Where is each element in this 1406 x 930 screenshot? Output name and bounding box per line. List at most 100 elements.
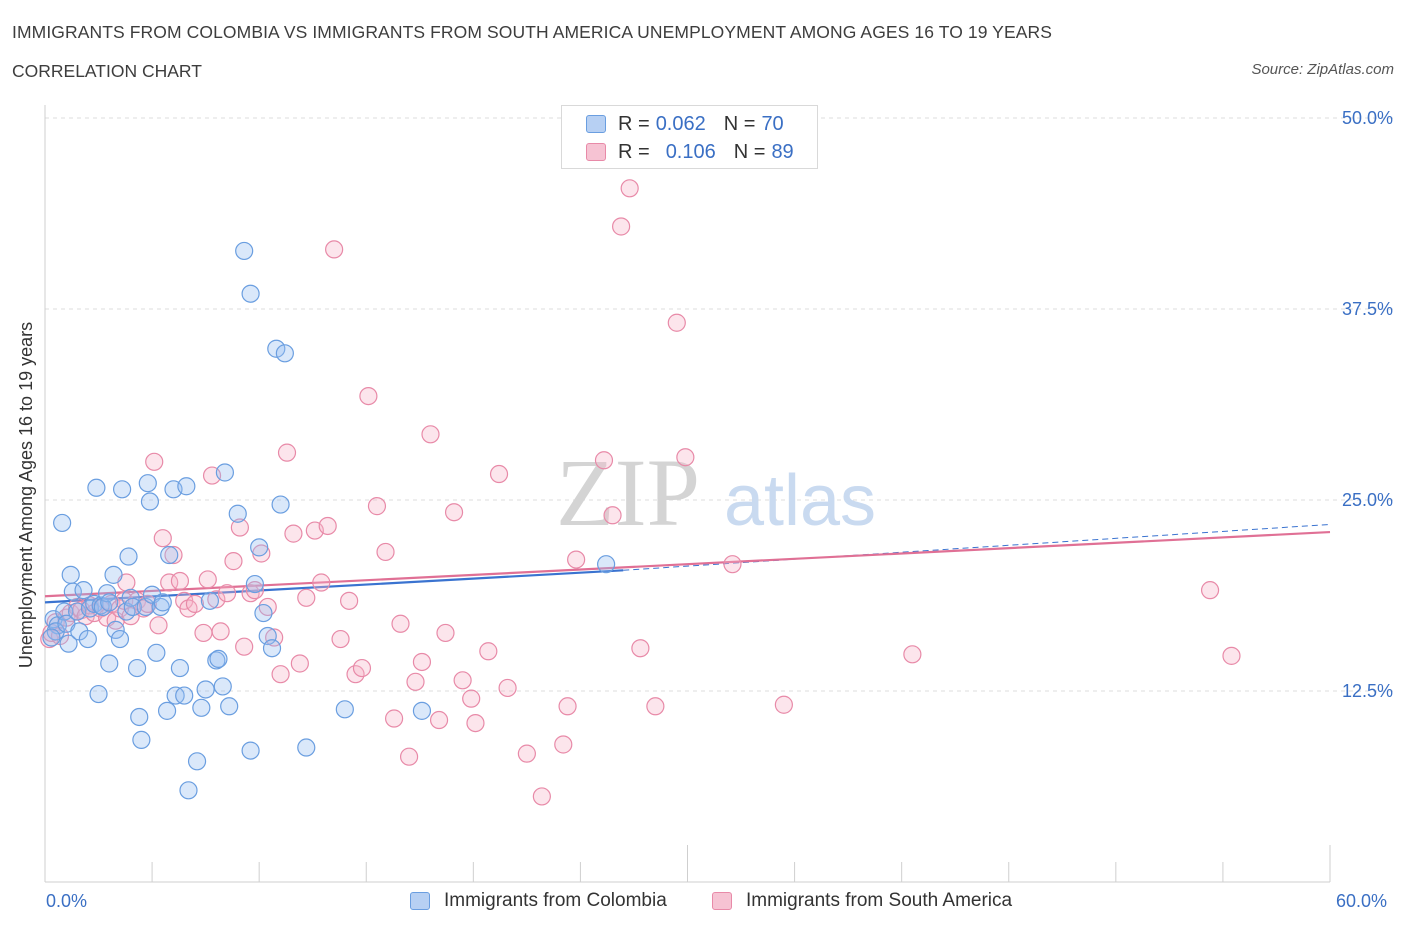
point-colombia	[119, 547, 138, 566]
point-colombia	[100, 593, 119, 612]
point-colombia	[104, 565, 123, 584]
point-colombia	[157, 701, 177, 720]
point-colombia	[112, 480, 132, 499]
point-colombia	[215, 463, 234, 482]
point-south-america	[376, 542, 395, 562]
trend-line-colombia-extension	[623, 523, 1331, 571]
point-south-america	[399, 747, 419, 766]
trend-lines	[44, 523, 1331, 604]
point-south-america	[532, 787, 551, 806]
point-colombia	[160, 545, 179, 565]
point-colombia	[53, 513, 72, 533]
point-south-america	[517, 744, 536, 763]
point-south-america	[318, 516, 337, 536]
point-colombia	[59, 634, 78, 653]
point-south-america	[421, 425, 440, 444]
point-south-america	[603, 506, 622, 525]
bottom-legend-south-america: Immigrants from South America	[712, 890, 1012, 912]
point-colombia	[241, 741, 260, 760]
bottom-legend-swatch-colombia	[410, 892, 430, 910]
legend-swatch-south-america	[586, 143, 606, 161]
point-colombia	[335, 700, 354, 719]
y-tick-label: 12.5%	[1342, 681, 1393, 701]
point-south-america	[667, 313, 686, 332]
point-south-america	[297, 588, 316, 607]
x-tick-label-max: 60.0%	[1336, 891, 1388, 911]
point-colombia	[110, 629, 130, 649]
legend-swatch-colombia	[586, 115, 606, 133]
point-south-america	[198, 570, 217, 589]
point-south-america	[290, 654, 309, 673]
point-colombia	[297, 738, 316, 757]
point-south-america	[340, 591, 359, 610]
point-south-america	[245, 581, 264, 600]
y-tick-label: 25.0%	[1342, 490, 1393, 510]
point-south-america	[391, 614, 410, 633]
point-south-america	[235, 637, 254, 656]
point-south-america	[284, 524, 303, 543]
point-south-america	[558, 697, 577, 716]
point-colombia	[175, 686, 194, 705]
stats-legend: R = 0.062 N = 70 R = 0.106 N = 89	[561, 105, 818, 169]
point-south-america	[723, 555, 742, 574]
legend-r-value-colombia: 0.062	[655, 112, 706, 135]
point-colombia	[61, 565, 80, 584]
point-south-america	[406, 672, 425, 691]
point-colombia	[78, 629, 97, 649]
bottom-legend-colombia: Immigrants from Colombia	[410, 890, 667, 912]
point-south-america	[170, 571, 190, 591]
legend-r-label: R =	[618, 112, 650, 135]
point-south-america	[1222, 646, 1241, 665]
point-colombia	[74, 581, 93, 600]
point-south-america	[277, 443, 297, 462]
point-colombia	[275, 344, 294, 363]
point-colombia	[241, 284, 260, 303]
bottom-legend-label-colombia: Immigrants from Colombia	[444, 890, 667, 911]
watermark-zip: ZIP	[556, 439, 700, 546]
point-south-america	[567, 550, 586, 569]
point-south-america	[554, 735, 573, 754]
legend-row-colombia: R = 0.062 N = 70	[586, 113, 784, 135]
point-south-america	[436, 623, 455, 643]
point-south-america	[145, 452, 164, 471]
point-south-america	[462, 689, 481, 708]
point-colombia	[147, 643, 166, 662]
trend-line-colombia	[44, 569, 624, 604]
legend-n-label: N =	[733, 140, 766, 163]
point-colombia	[262, 639, 282, 658]
zipatlas-watermark: ZIP atlas	[556, 439, 876, 546]
legend-n-value-colombia: 70	[761, 112, 784, 135]
point-south-america	[631, 639, 650, 658]
point-south-america	[444, 503, 464, 522]
point-colombia	[130, 707, 149, 727]
point-south-america	[612, 217, 631, 236]
point-south-america	[498, 678, 517, 698]
point-colombia	[153, 593, 172, 612]
point-colombia	[267, 339, 286, 358]
point-colombia	[100, 654, 119, 673]
point-colombia	[87, 478, 106, 497]
point-south-america	[194, 623, 213, 643]
legend-n-value-south-america: 89	[771, 140, 794, 163]
point-colombia	[140, 492, 160, 511]
point-south-america	[207, 590, 226, 609]
point-colombia	[250, 538, 269, 557]
legend-n-label: N =	[723, 112, 756, 135]
point-south-america	[312, 573, 331, 592]
point-colombia	[200, 591, 220, 610]
point-south-america	[331, 629, 350, 649]
point-south-america	[594, 451, 614, 470]
point-south-america	[384, 709, 404, 728]
point-colombia	[254, 603, 273, 623]
point-colombia	[196, 680, 215, 699]
watermark-atlas: atlas	[724, 461, 876, 541]
y-axis-label: Unemployment Among Ages 16 to 19 years	[16, 322, 36, 668]
point-colombia	[106, 620, 125, 639]
point-colombia	[138, 474, 157, 493]
point-colombia	[42, 628, 61, 647]
point-south-america	[359, 386, 378, 406]
point-south-america	[271, 665, 290, 684]
point-south-america	[224, 552, 243, 571]
point-colombia	[177, 477, 196, 496]
